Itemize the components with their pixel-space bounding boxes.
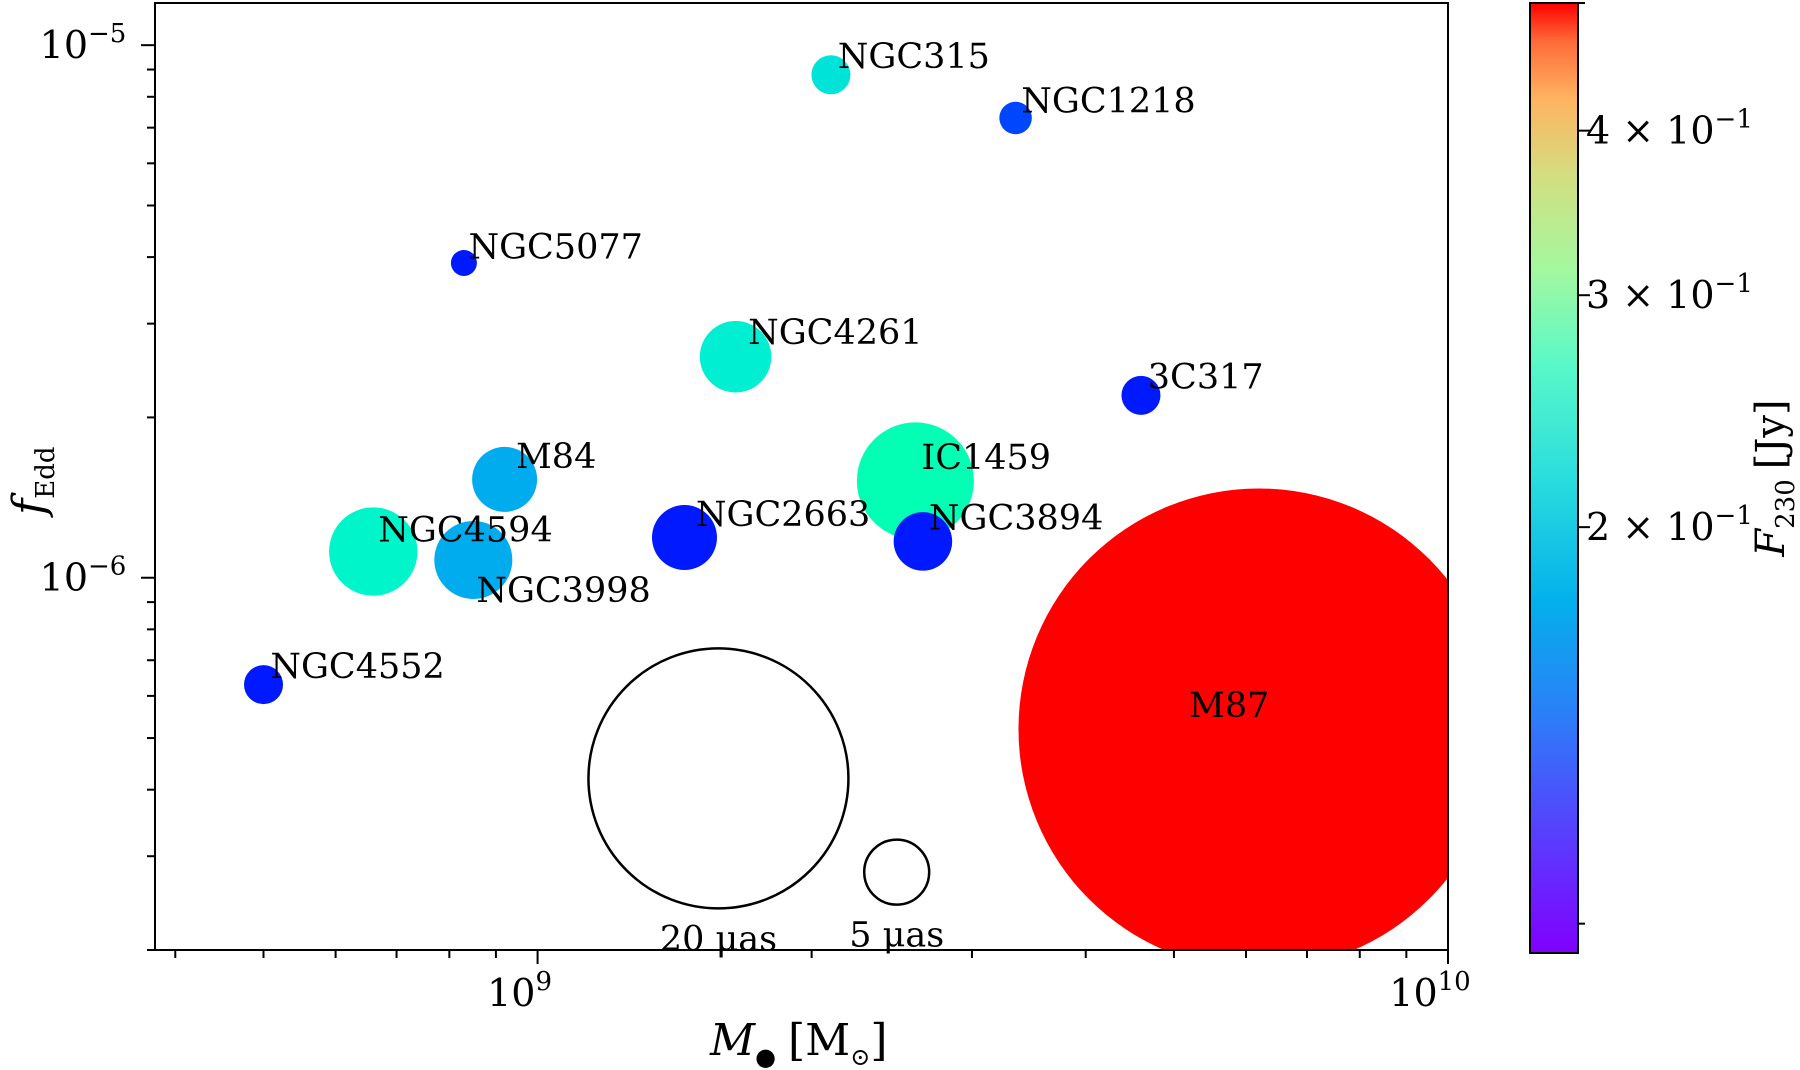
x-tick-label: 1010 [1389,967,1470,1015]
reference-circle [862,838,931,906]
data-point [434,520,513,599]
colorbar-tick-label: 3 × 10−1 [1586,269,1753,317]
point-label: NGC2663 [696,495,870,535]
point-label: 3C317 [1148,358,1264,398]
data-point [999,101,1032,135]
y-tick-label: 10−5 [40,19,127,67]
y-axis: 10−6 10−5 [40,19,155,951]
data-point [651,505,717,571]
point-label: M87 [1189,686,1269,726]
point-label: NGC4552 [270,647,444,687]
colorbar-label-main: F [1748,528,1794,558]
plot-area: 20 μas 5 μasNGC315NGC1218NGC5077NGC42613C… [154,2,1449,959]
point-label: NGC3894 [929,498,1103,538]
data-point [1121,375,1161,415]
data-point [1018,488,1448,950]
plot-markers [244,55,1448,950]
data-point [472,446,538,512]
point-label: IC1459 [921,438,1051,478]
data-point [893,512,953,571]
point-label: NGC5077 [468,227,642,267]
data-point [699,320,772,393]
point-label: NGC315 [838,37,990,77]
x-axis-label-unit-sub: ⊙ [850,1043,870,1070]
x-axis-label-unit: [M [788,1015,850,1066]
x-axis: 109 1010 [174,950,1471,1015]
x-axis-label: M● [M⊙] [709,1015,888,1070]
reference-circle-label: 20 μas [660,919,777,959]
x-tick-label: 109 [487,967,552,1015]
colorbar-tick-label: 4 × 10−1 [1586,105,1753,153]
data-point [450,249,477,276]
colorbar-tick-label: 2 × 10−1 [1586,501,1753,549]
data-point [811,55,851,95]
y-axis-label-sub: Edd [31,446,61,498]
data-point [856,422,974,540]
y-tick-label: 10−6 [40,552,127,600]
colorbar-ticks: 2 × 10−1 3 × 10−1 4 × 10−1 [1578,2,1753,925]
point-label: M84 [516,437,596,477]
colorbar-label: F230 [Jy] [1748,399,1800,557]
point-label: NGC4594 [378,511,552,551]
colorbar [1529,2,1579,954]
reference-circle [587,647,850,910]
point-label: NGC4261 [748,313,922,353]
y-axis-label: fEdd [4,446,61,518]
x-axis-label-main: M [709,1015,756,1066]
x-axis-label-sub: ● [755,1043,776,1070]
colorbar-label-sub: 230 [1771,479,1800,529]
colorbar-label-unit: [Jy] [1748,399,1794,469]
point-label: NGC3998 [476,571,650,611]
x-axis-label-unit-close: ] [870,1015,887,1066]
data-point [329,507,418,596]
point-label: NGC1218 [1021,81,1195,121]
data-point [244,665,284,705]
plot-frame [154,2,1449,951]
